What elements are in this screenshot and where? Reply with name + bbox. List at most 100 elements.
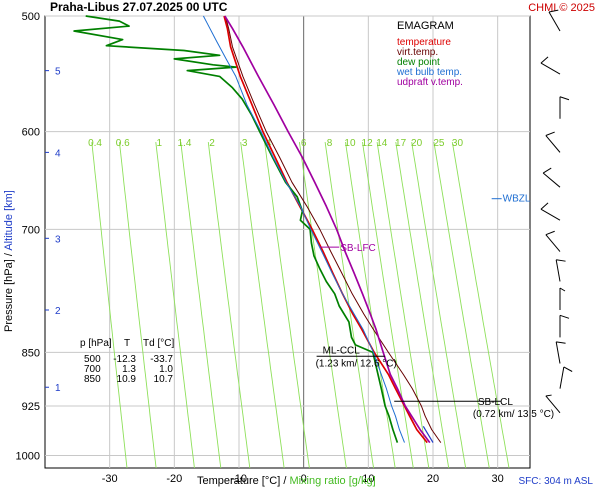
wind-barb-shaft: [542, 172, 561, 188]
mixing-ratio-line: [207, 142, 251, 469]
pressure-tick-label: 1000: [16, 450, 40, 462]
wind-barb: [548, 9, 561, 32]
chart-title: Praha-Libus 27.07.2025 00 UTC: [50, 0, 228, 14]
series-temperature: [223, 15, 428, 444]
wind-barbs: [540, 9, 573, 414]
table-cell: -12.3: [113, 354, 136, 365]
wind-barb-flag: [548, 9, 559, 13]
legend-wet-bulb: wet bulb temp.: [396, 67, 462, 78]
legend-dew-point: dew point: [397, 57, 440, 68]
table-cell: 10.7: [154, 374, 174, 385]
mixing-ratio-line: [345, 142, 396, 469]
wind-barb: [542, 167, 561, 188]
mixing-ratio-line: [324, 142, 375, 469]
mixing-ratio-line: [91, 142, 128, 469]
pressure-tick-label: 600: [22, 127, 40, 139]
series-udpraft-v-temp-: [224, 15, 431, 444]
mixing-ratio-label: 17: [395, 138, 407, 149]
surface-line: [422, 425, 434, 443]
altitude-ticks: 1 2 3 4 5: [45, 67, 61, 394]
mixing-ratio-label: 1.4: [177, 138, 191, 149]
x-tick-label: -10: [231, 473, 247, 485]
series-dew-point: [73, 15, 399, 443]
wind-barb-shaft: [540, 208, 561, 221]
table-header-p: p [hPa]: [80, 338, 112, 349]
pressure-tick-label: 500: [22, 11, 40, 23]
wind-barb-shaft: [540, 62, 561, 75]
y-axis-label: Pressure [hPa] / Altitude [km]: [3, 190, 15, 332]
table-cell: 500: [84, 354, 101, 365]
x-tick-label: 20: [427, 473, 439, 485]
wind-barb: [559, 366, 573, 389]
wbzl-label: WBZL: [503, 194, 531, 205]
series-virt-temp-: [224, 15, 442, 443]
wind-barb-shaft: [545, 395, 561, 414]
annotations: WBZL SB-LFC ML-CCL (1.23 km/ 12.6 °C) SB…: [316, 194, 555, 420]
wind-barb-shaft: [555, 259, 561, 282]
wind-barb-flag: [545, 394, 552, 397]
x-tick-label: -30: [102, 473, 118, 485]
mixing-ratio-label: 20: [411, 138, 423, 149]
table-cell: 850: [84, 374, 101, 385]
mixing-ratio-labels: 0.4 0.6 1 1.4 2 3 4 6 8 10 12 14 17 20 25 30: [88, 138, 463, 149]
table-cell: 10.9: [117, 374, 137, 385]
altitude-tick-label: 2: [55, 306, 61, 317]
wind-barb-flag: [540, 56, 549, 64]
mixing-ratio-line: [155, 142, 195, 469]
sb-lcl-value: (0.72 km/ 13.5 °C): [473, 409, 554, 420]
mixing-ratio-label: 14: [376, 138, 388, 149]
wind-barb: [559, 96, 570, 119]
mixing-ratio-label: 12: [362, 138, 374, 149]
mixing-ratio-line: [433, 142, 490, 469]
mixing-ratio-line: [180, 142, 222, 469]
wind-barb: [555, 341, 566, 364]
x-tick-label: 0: [301, 473, 307, 485]
altitude-tick-label: 4: [55, 148, 61, 159]
wind-barb-flag: [540, 202, 549, 210]
mixing-ratio-label: 25: [433, 138, 445, 149]
table-cell: 700: [84, 364, 101, 375]
wind-barb-flag: [559, 287, 566, 292]
table-cell: 1.0: [159, 364, 173, 375]
altitude-tick-label: 3: [55, 234, 61, 245]
x-tick-label: 10: [362, 473, 374, 485]
copyright: CHMI © 2025: [528, 2, 595, 14]
pressure-tick-label: 925: [22, 401, 40, 413]
mixing-ratio-label: 30: [452, 138, 464, 149]
mixing-ratio-label: 0.6: [116, 138, 130, 149]
legend: EMAGRAM temperature virt.temp. dew point…: [396, 20, 463, 88]
mixing-ratio-line: [395, 142, 450, 469]
table-header-td: Td [°C]: [143, 338, 174, 349]
wind-barb-flag: [559, 96, 570, 101]
table-cell: 1.3: [122, 364, 136, 375]
wind-barb-flag: [559, 314, 570, 319]
wind-barb: [559, 314, 570, 338]
mixing-ratio-line: [240, 142, 285, 469]
wind-barb: [555, 259, 566, 282]
mixing-ratio-line: [362, 142, 414, 469]
ml-ccl-label: ML-CCL: [323, 345, 361, 356]
mixing-ratio-line: [264, 142, 310, 469]
legend-virt-temp: virt.temp.: [397, 47, 438, 58]
altitude-tick-label: 1: [55, 383, 61, 394]
wind-barb-shaft: [545, 135, 561, 153]
ml-ccl-value: (1.23 km/ 12.6 °C): [316, 358, 397, 369]
wind-barb-shaft: [555, 341, 561, 364]
wind-barb: [540, 202, 561, 221]
wind-barb-shaft: [559, 366, 565, 389]
mixing-ratio-label: 10: [344, 138, 356, 149]
sb-lcl-label: SB-LCL: [478, 397, 513, 408]
wind-barb: [559, 287, 566, 311]
wind-barb-flag: [556, 259, 566, 262]
pressure-tick-label: 700: [22, 224, 40, 236]
wind-barb: [540, 56, 561, 75]
table-header-t: T: [124, 338, 130, 349]
mixing-ratio-line: [411, 142, 467, 469]
mixing-ratio-lines: [91, 142, 510, 469]
wind-barb: [545, 131, 561, 153]
wind-barb-flag: [556, 341, 566, 344]
altitude-tick-label: 5: [55, 67, 61, 78]
x-tick-label: -20: [166, 473, 182, 485]
x-tick-label: 30: [492, 473, 504, 485]
